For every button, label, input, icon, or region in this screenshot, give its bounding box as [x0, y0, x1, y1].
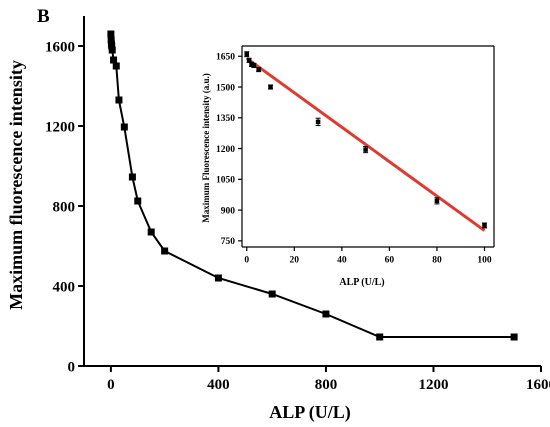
inset-data-point	[256, 67, 261, 72]
main-y-tick-label: 400	[53, 279, 76, 295]
inset-data-point	[251, 63, 257, 68]
inset-y-tick-label: 1500	[216, 83, 235, 93]
main-data-point	[161, 247, 169, 255]
inset-x-tick-label: 0	[244, 256, 249, 266]
inset-fit-line	[245, 57, 486, 232]
main-y-tick-label: 1200	[45, 119, 75, 135]
main-x-tick-label: 400	[207, 377, 230, 393]
inset-x-tick-label: 100	[477, 256, 492, 266]
inset-data-point	[363, 147, 368, 152]
inset-data-point	[249, 62, 254, 67]
main-data-point	[110, 56, 118, 64]
main-x-tick-label: 1600	[526, 377, 550, 393]
main-series-line	[109, 33, 515, 338]
inset-y-tick-label: 900	[221, 206, 236, 216]
inset-data-point	[246, 58, 252, 63]
inset-x-tick-label: 60	[385, 256, 395, 266]
inset-x-tick-label: 40	[337, 256, 347, 266]
inset-x-axis-title: ALP (U/L)	[339, 277, 384, 288]
main-data-point	[376, 333, 384, 341]
main-data-point	[115, 96, 123, 104]
inset-y-axis-title: Maximum Fluorescence intensity (a.u.)	[201, 73, 211, 223]
main-data-point	[120, 123, 128, 131]
main-data-point	[107, 36, 115, 44]
inset-y-tick-label: 750	[221, 237, 236, 247]
main-data-point	[510, 333, 518, 341]
main-x-tick-label: 0	[107, 377, 115, 393]
main-y-tick-label: 0	[68, 359, 76, 375]
main-data-point	[214, 274, 222, 282]
main-data-point	[128, 173, 136, 181]
inset-data-point	[268, 84, 273, 90]
main-data-point	[112, 62, 120, 70]
main-data-point	[108, 42, 116, 50]
main-y-axis-title: Maximum fluorescence intensity	[6, 60, 26, 310]
inset-y-tick-label: 1200	[216, 145, 235, 155]
main-data-point	[108, 46, 116, 54]
inset-y-tick-label: 1050	[216, 176, 235, 186]
inset-y-tick-label: 1350	[216, 114, 235, 124]
main-data-point	[147, 228, 155, 236]
inset-x-tick-label: 20	[290, 256, 300, 266]
inset-data-point	[315, 119, 321, 125]
inset-data-point	[434, 198, 440, 204]
main-y-tick-label: 1600	[45, 39, 75, 55]
main-data-point	[322, 310, 330, 318]
inset-y-tick-label: 1650	[216, 53, 235, 63]
main-data-point	[134, 197, 142, 205]
main-data-point	[268, 290, 276, 298]
main-chart: 040080012001600040080012001600	[45, 16, 550, 393]
panel-label: B	[37, 6, 50, 27]
main-x-tick-label: 800	[315, 377, 338, 393]
inset-chart: 0 20 40 60 80 100 750 900 1050 1200 1350 1500 1650	[216, 45, 495, 266]
main-x-tick-label: 1200	[418, 377, 448, 393]
main-data-point	[107, 30, 115, 38]
main-x-axis-title: ALP (U/L)	[269, 402, 351, 423]
main-y-tick-label: 800	[53, 199, 76, 215]
inset-x-tick-label: 80	[432, 256, 442, 266]
inset-data-point	[482, 223, 487, 228]
inset-data-point	[244, 51, 250, 57]
